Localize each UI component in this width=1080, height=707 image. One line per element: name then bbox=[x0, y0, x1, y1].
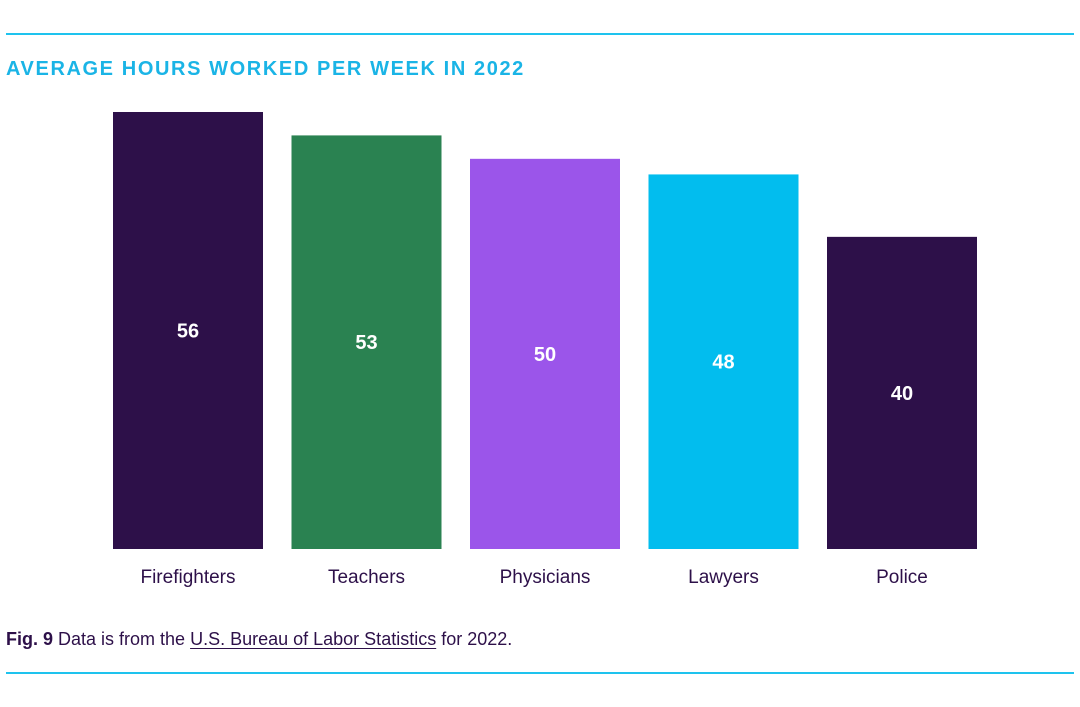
bar-teachers bbox=[291, 135, 442, 550]
value-label-lawyers: 48 bbox=[712, 352, 734, 374]
bar-lawyers bbox=[648, 174, 799, 549]
category-label-teachers: Teachers bbox=[328, 567, 405, 588]
value-labels-group: 56 53 50 48 40 bbox=[177, 321, 913, 405]
figure-caption: Fig. 9 Data is from the U.S. Bureau of L… bbox=[6, 628, 512, 650]
caption-text-after: for 2022. bbox=[436, 629, 513, 649]
bar-firefighters bbox=[113, 112, 263, 549]
bar-police bbox=[827, 236, 977, 549]
category-label-lawyers: Lawyers bbox=[688, 567, 759, 588]
bar-chart: 56 53 50 48 40 Firefighters Teachers Physician… bbox=[113, 112, 977, 588]
caption-text-before: Data is from the bbox=[53, 629, 191, 649]
bottom-divider bbox=[6, 672, 1074, 674]
value-label-teachers: 53 bbox=[355, 332, 377, 354]
value-label-firefighters: 56 bbox=[177, 321, 199, 343]
bar-physicians bbox=[470, 158, 620, 550]
category-label-firefighters: Firefighters bbox=[140, 567, 235, 588]
top-divider bbox=[6, 33, 1074, 35]
category-label-physicians: Physicians bbox=[500, 567, 591, 588]
category-labels-group: Firefighters Teachers Physicians Lawyers Pol… bbox=[140, 567, 927, 588]
category-label-police: Police bbox=[876, 567, 928, 588]
value-label-physicians: 50 bbox=[534, 344, 556, 366]
value-label-police: 40 bbox=[891, 383, 913, 405]
figure-number: Fig. 9 bbox=[6, 629, 54, 649]
bars-group bbox=[113, 112, 977, 550]
chart-title: AVERAGE HOURS WORKED PER WEEK IN 2022 bbox=[6, 58, 525, 80]
source-link[interactable]: U.S. Bureau of Labor Statistics bbox=[190, 629, 437, 649]
